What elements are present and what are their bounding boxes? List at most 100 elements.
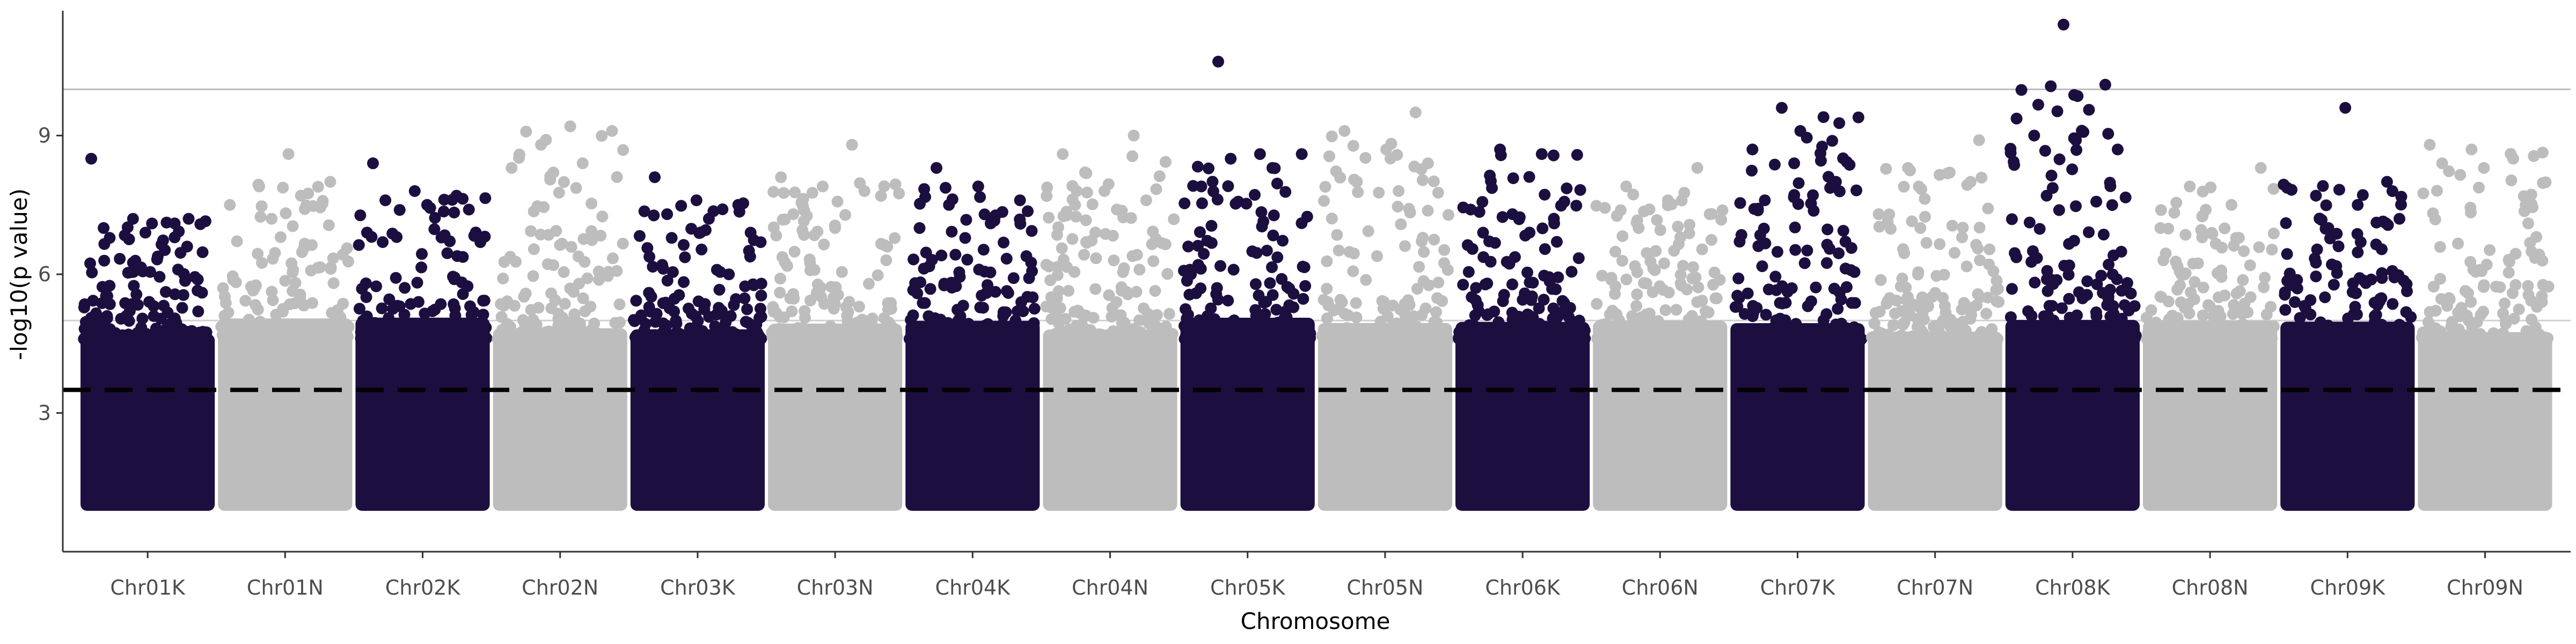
- point-Chr04K: [929, 312, 941, 324]
- point-Chr06K: [1570, 200, 1583, 212]
- point-Chr05K: [1279, 186, 1292, 198]
- point-Chr06N: [1672, 221, 1684, 233]
- point-Chr07N: [1883, 208, 1896, 221]
- point-Chr05N: [1323, 150, 1335, 163]
- point-Chr05K: [1195, 282, 1207, 295]
- point-Chr09N: [2499, 297, 2511, 310]
- point-Chr09N: [2443, 165, 2455, 178]
- point-Chr05K: [1253, 289, 1265, 302]
- peak-point-Chr04K: [972, 180, 984, 193]
- point-Chr03K: [698, 303, 711, 316]
- point-Chr08N: [2171, 283, 2184, 296]
- point-Chr06N: [1707, 279, 1719, 291]
- point-Chr09N: [2460, 285, 2471, 297]
- point-Chr04K: [1019, 326, 1031, 338]
- point-Chr07K: [1729, 301, 1741, 313]
- point-Chr06N: [1631, 288, 1643, 301]
- peak-point-Chr09K: [2322, 222, 2334, 234]
- point-Chr01K: [153, 270, 166, 283]
- point-Chr09K: [2281, 248, 2293, 260]
- point-Chr07N: [1912, 268, 1924, 281]
- point-Chr06N: [1616, 255, 1628, 267]
- point-Chr02N: [528, 243, 540, 255]
- point-Chr07K: [1801, 131, 1813, 144]
- peak-point-Chr05N: [1351, 175, 1363, 188]
- point-Chr06K: [1543, 271, 1555, 283]
- point-Chr07K: [1792, 177, 1805, 189]
- point-Chr04K: [996, 206, 1008, 218]
- point-Chr06K: [1463, 333, 1475, 345]
- series-Chr07N: [1865, 134, 2005, 511]
- point-Chr03K: [630, 295, 642, 307]
- point-Chr05K: [1205, 237, 1218, 249]
- point-Chr05K: [1298, 261, 1311, 273]
- point-Chr02N: [543, 229, 555, 241]
- point-Chr02N: [508, 299, 521, 312]
- point-Chr06K: [1488, 305, 1501, 318]
- point-Chr02N: [558, 176, 570, 188]
- point-Chr04K: [1020, 250, 1033, 262]
- point-Chr08K: [2121, 277, 2133, 289]
- point-cloud-Chr01N: [218, 318, 353, 511]
- point-Chr05K: [1250, 310, 1262, 322]
- point-Chr06N: [1687, 261, 1699, 273]
- point-Chr05N: [1347, 265, 1359, 277]
- point-Chr06N: [1695, 315, 1707, 327]
- point-Chr04K: [976, 289, 988, 302]
- point-Chr03N: [774, 273, 786, 284]
- point-Chr01K: [192, 284, 204, 297]
- point-cloud-Chr02N: [493, 328, 627, 511]
- point-Chr07N: [1906, 215, 1918, 228]
- point-Chr08K: [2097, 229, 2110, 241]
- point-Chr04K: [952, 304, 963, 316]
- point-Chr09K: [2284, 333, 2296, 345]
- point-Chr02K: [383, 312, 395, 324]
- peak-point-Chr02N: [535, 138, 547, 151]
- point-Chr08N: [2176, 269, 2188, 281]
- point-Chr01N: [341, 320, 354, 332]
- point-Chr04N: [1057, 210, 1070, 222]
- point-Chr01N: [314, 201, 326, 214]
- series-Chr02K: [353, 157, 493, 511]
- point-Chr07N: [1971, 333, 1983, 345]
- point-Chr04N: [1043, 211, 1055, 224]
- point-cloud-Chr07N: [1868, 331, 2002, 511]
- point-Chr03N: [836, 266, 848, 278]
- point-Chr03K: [677, 239, 690, 251]
- point-Chr03N: [798, 229, 810, 241]
- point-Chr06K: [1556, 295, 1569, 307]
- peak-point-Chr07N: [1973, 134, 1985, 147]
- point-Chr09N: [2444, 333, 2456, 345]
- point-Chr09K: [2395, 329, 2407, 341]
- point-Chr03N: [795, 322, 807, 334]
- point-Chr08K: [2072, 90, 2084, 103]
- point-Chr09K: [2365, 273, 2377, 286]
- point-Chr08K: [2038, 310, 2050, 323]
- point-Chr02N: [581, 272, 594, 284]
- point-Chr03N: [797, 215, 810, 227]
- point-Chr08K: [2031, 252, 2043, 264]
- peak-point-Chr01K: [98, 222, 110, 234]
- point-cloud-Chr04K: [905, 320, 1040, 511]
- peak-point-Chr05N: [1409, 106, 1422, 119]
- series-Chr07K: [1729, 101, 1868, 511]
- point-Chr04N: [1066, 233, 1079, 245]
- point-Chr09K: [2317, 180, 2329, 192]
- point-Chr07K: [1769, 270, 1782, 283]
- point-Chr07K: [1821, 238, 1833, 251]
- point-Chr05N: [1350, 311, 1363, 324]
- point-Chr06N: [1638, 206, 1650, 217]
- point-Chr08K: [2105, 331, 2118, 343]
- peak-point-Chr03N: [846, 138, 858, 151]
- point-Chr03N: [885, 320, 897, 332]
- point-Chr09K: [2279, 304, 2292, 316]
- point-Chr03K: [713, 302, 725, 314]
- point-Chr09N: [2478, 279, 2490, 291]
- point-Chr03K: [643, 251, 656, 263]
- point-Chr02K: [398, 309, 411, 321]
- point-Chr03K: [679, 251, 691, 264]
- peak-point-Chr02K: [408, 185, 421, 197]
- point-Chr04K: [913, 333, 925, 345]
- point-Chr05K: [1283, 299, 1296, 311]
- point-Chr01N: [277, 303, 289, 315]
